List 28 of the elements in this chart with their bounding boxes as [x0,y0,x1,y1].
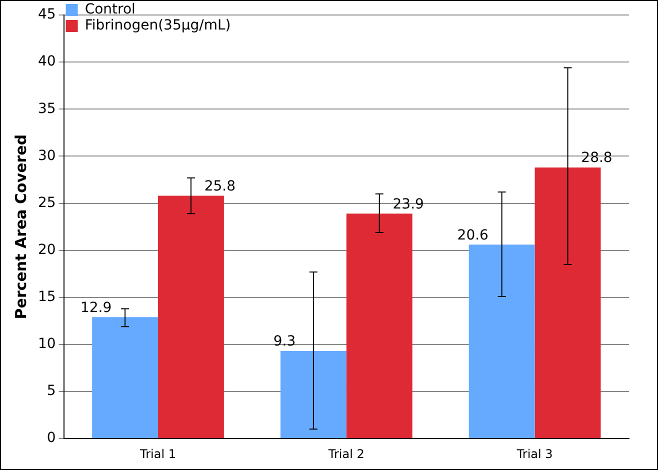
y-tick-label: 20 [38,242,56,258]
y-tick-label: 45 [38,6,56,23]
y-tick-label: 10 [38,336,56,352]
y-axis-title: Percent Area Covered [12,134,30,320]
y-tick-label: 0 [46,430,56,446]
y-tick-label: 25 [38,194,56,211]
legend-label: Control [84,2,136,18]
data-label: 23.9 [392,196,424,212]
data-label: 9.3 [273,334,296,350]
bar [280,351,346,438]
bar [92,317,158,438]
y-tick-label: 30 [38,148,56,164]
y-tick-label: 40 [38,54,56,70]
data-label: 25.8 [204,178,236,194]
y-tick-label: 5 [46,383,56,400]
bar [534,167,601,438]
legend-label: Fibrinogen(35µg/mL) [84,18,231,34]
x-tick-label: Trial 1 [139,446,176,461]
bar [346,214,412,438]
data-label: 12.9 [80,300,112,316]
bar [468,244,535,438]
y-tick-label: 15 [38,289,56,306]
y-tick-label: 35 [38,100,56,117]
data-label: 20.6 [457,227,489,244]
x-tick-label: Trial 2 [327,446,364,461]
data-label: 28.8 [581,150,612,166]
bar [158,196,224,438]
x-tick-label: Trial 3 [516,446,553,461]
